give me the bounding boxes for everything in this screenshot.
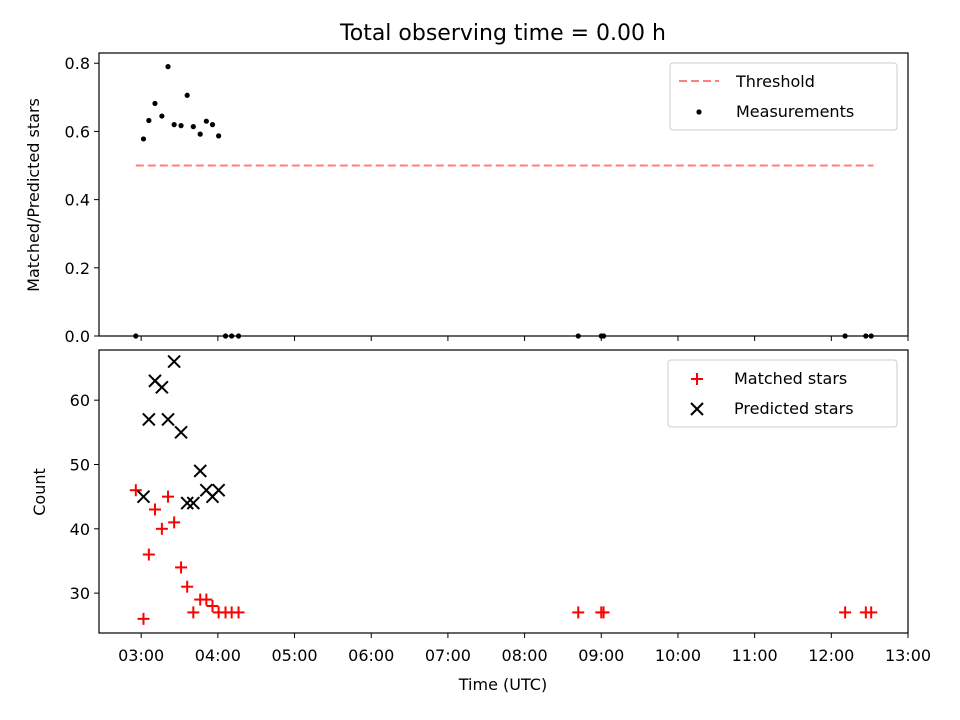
matched-star-point (597, 606, 610, 619)
chart-title: Total observing time = 0.00 h (339, 21, 666, 46)
matched-star-point (168, 516, 181, 529)
x-tick-label: 04:00 (195, 646, 241, 665)
x-tick-label: 08:00 (502, 646, 548, 665)
bottom-x-ticks: 03:00 04:00 05:00 06:00 07:00 08:00 09:00 10:00… (118, 633, 931, 665)
y-tick-label: 0.6 (65, 122, 90, 141)
predicted-star-point (174, 425, 188, 440)
matched-star-point (142, 548, 155, 561)
x-tick-label: 09:00 (578, 646, 624, 665)
x-tick-label: 13:00 (885, 646, 931, 665)
matched-star-point (206, 599, 219, 612)
bottom-plot-frame (98, 349, 909, 634)
bottom-legend-box (667, 359, 898, 428)
measurement-point (203, 118, 209, 124)
predicted-star-point (211, 483, 226, 497)
predicted-star-point (161, 412, 175, 427)
predicted-star-point (186, 496, 201, 510)
matched-star-point (148, 503, 161, 516)
x-tick-label: 07:00 (425, 646, 471, 665)
measurement-point (152, 100, 158, 107)
matched-star-point (155, 522, 168, 535)
measurement-point (190, 124, 196, 130)
legend-measurements-label: Measurements (736, 102, 854, 121)
x-axis-label: Time (UTC) (458, 675, 547, 694)
measurement-point (197, 131, 203, 137)
measurement-point (159, 113, 165, 119)
top-x-ticks (140, 336, 909, 341)
matched-star-point (200, 593, 213, 606)
bottom-legend: Matched stars Predicted stars (667, 359, 898, 428)
matched-star-point (232, 606, 245, 619)
bottom-marks (129, 354, 878, 625)
legend-threshold-label: Threshold (735, 72, 815, 91)
predicted-star-point (193, 464, 207, 478)
y-tick-label: 0.4 (65, 191, 90, 210)
measurement-point (209, 122, 216, 128)
predicted-star-point (136, 489, 151, 504)
matched-star-point (181, 580, 194, 593)
predicted-star-point (155, 380, 169, 395)
y-tick-label: 0.0 (65, 327, 90, 346)
x-tick-label: 12:00 (808, 646, 854, 665)
legend-matched-swatch (691, 373, 703, 385)
measurement-point (171, 122, 177, 128)
x-tick-label: 03:00 (118, 646, 164, 665)
top-marks (133, 64, 874, 339)
x-tick-label: 10:00 (655, 646, 701, 665)
top-legend-box (669, 62, 898, 131)
legend-predicted-swatch (690, 402, 704, 416)
bottom-y-ticks: 30 40 50 60 (70, 391, 99, 603)
matched-star-point (129, 484, 142, 497)
legend-predicted-label: Predicted stars (734, 399, 854, 418)
predicted-star-point (180, 496, 194, 510)
measurement-point (178, 123, 184, 129)
bottom-y-axis-label: Count (30, 468, 49, 516)
y-tick-label: 0.8 (65, 54, 90, 73)
predicted-star-point (167, 354, 181, 369)
legend-measurements-swatch (696, 109, 702, 115)
top-panel: Total observing time = 0.00 h 0.00.20.40… (24, 21, 909, 346)
y-tick-label: 30 (70, 584, 90, 603)
x-tick-label: 06:00 (348, 646, 394, 665)
top-legend: Threshold Measurements (669, 62, 898, 131)
measurement-point (146, 117, 152, 124)
measurement-point (165, 64, 171, 70)
top-y-ticks: 0.0 0.2 0.4 0.6 0.8 (65, 54, 99, 346)
legend-matched-label: Matched stars (734, 369, 847, 388)
y-tick-label: 60 (70, 391, 90, 410)
matched-star-point (572, 606, 585, 619)
top-plot-frame (98, 52, 909, 337)
matched-star-point (137, 612, 150, 625)
x-tick-label: 05:00 (271, 646, 317, 665)
matched-star-point (187, 606, 200, 619)
x-tick-label: 11:00 (732, 646, 778, 665)
predicted-star-point (142, 412, 156, 427)
measurement-point (184, 92, 190, 98)
matched-star-point (175, 561, 188, 574)
y-tick-label: 40 (70, 520, 90, 539)
y-tick-label: 50 (70, 455, 90, 474)
matched-star-point (865, 606, 878, 619)
y-tick-label: 0.2 (65, 259, 90, 278)
measurement-point (140, 136, 147, 142)
matched-star-point (162, 490, 175, 503)
top-y-axis-label: Matched/Predicted stars (24, 98, 43, 292)
measurement-point (216, 133, 222, 139)
matched-star-point (839, 606, 852, 619)
